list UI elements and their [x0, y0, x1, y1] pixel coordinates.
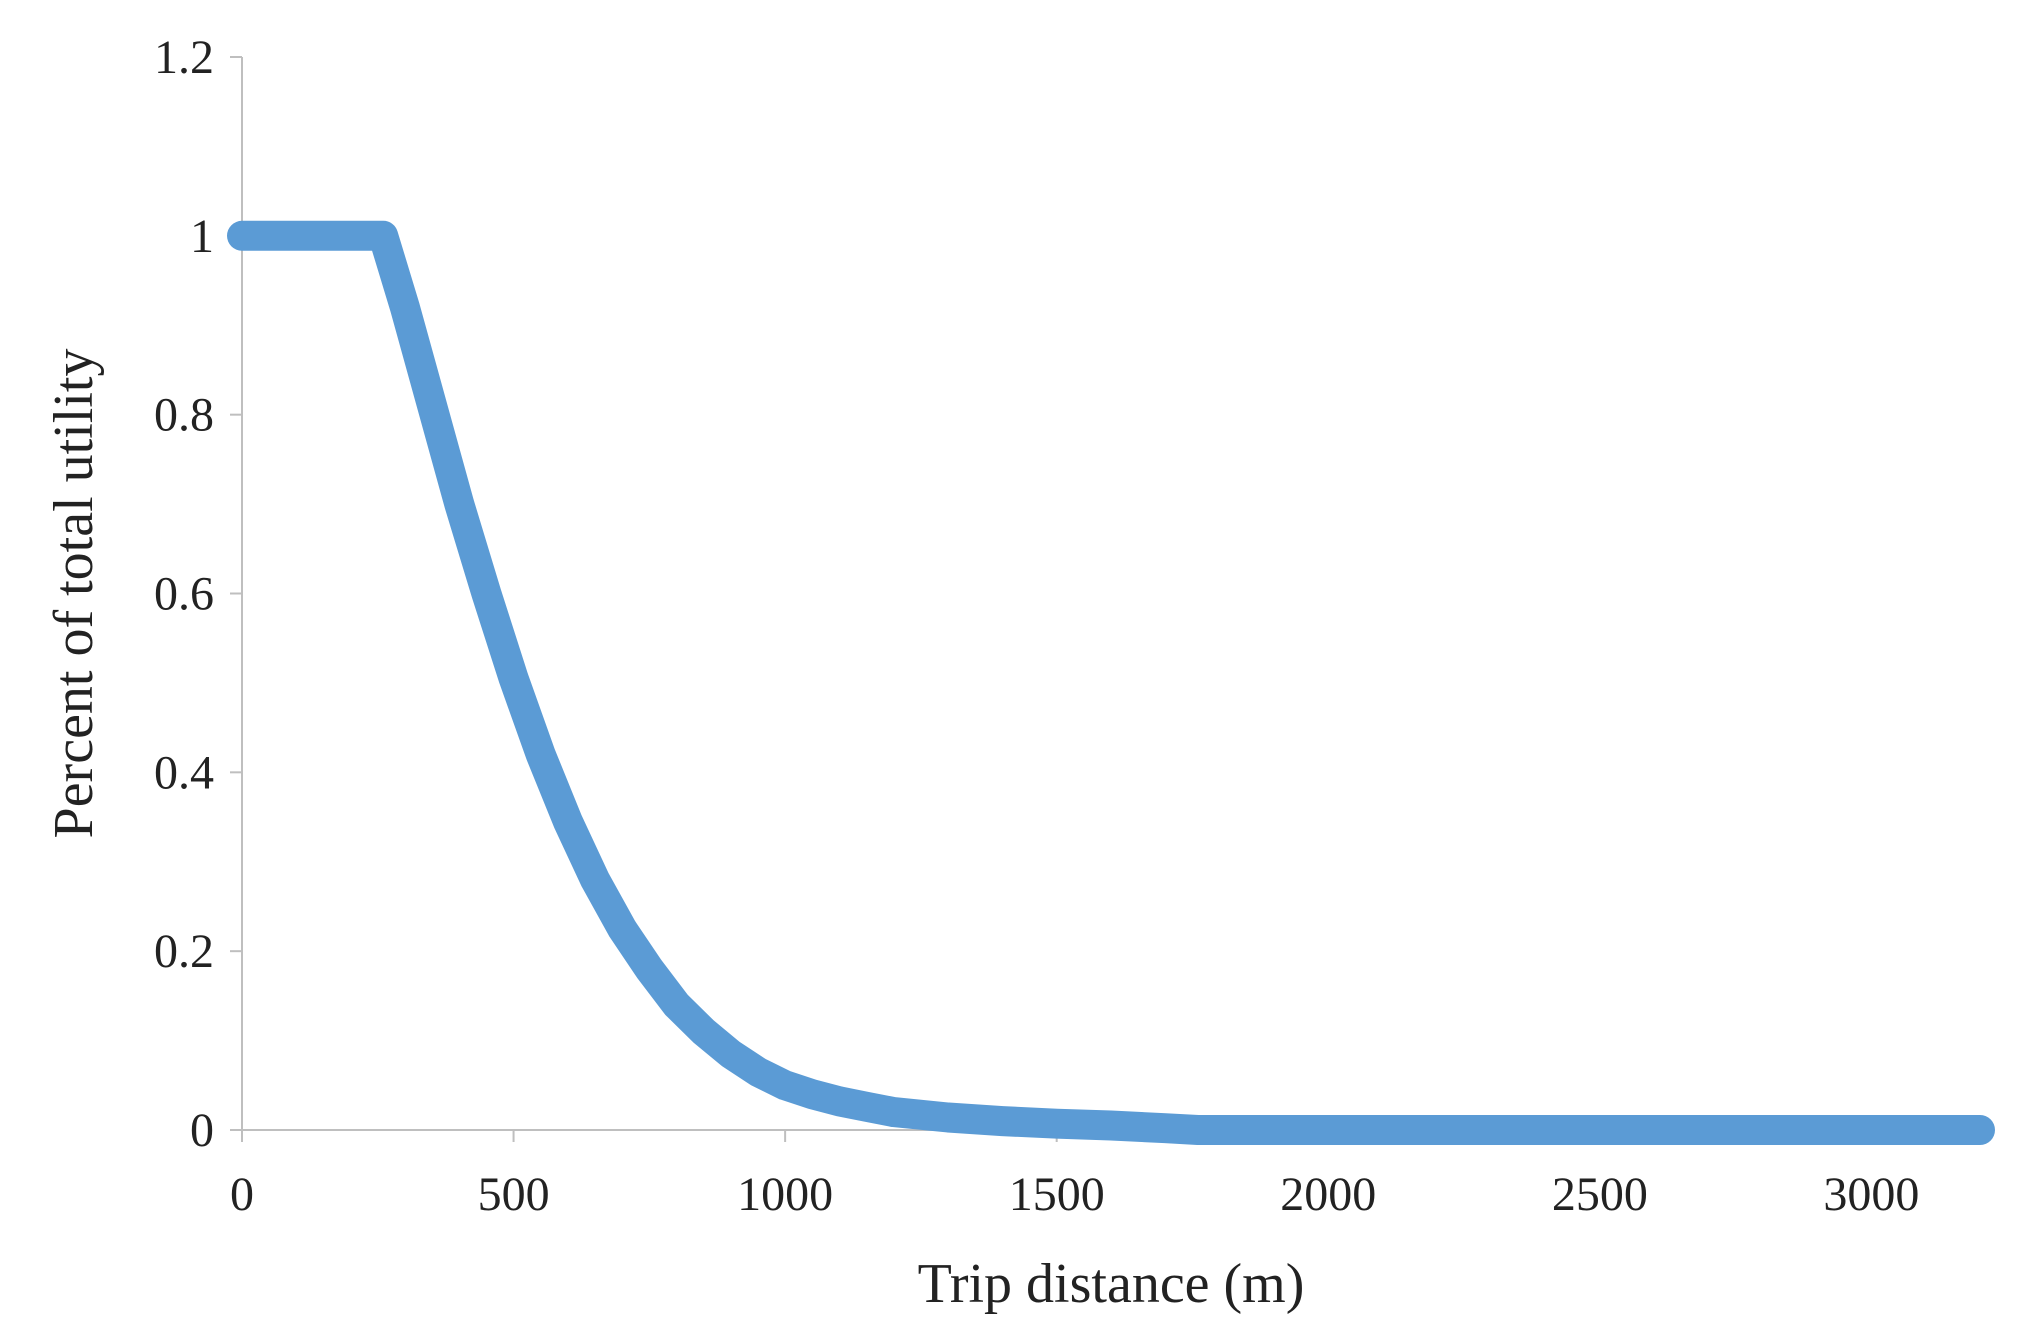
- y-tick-label: 0: [190, 1104, 214, 1157]
- x-tick-label: 500: [478, 1168, 550, 1221]
- x-axis-title: Trip distance (m): [918, 1253, 1305, 1315]
- y-tick-label: 0.4: [154, 746, 214, 799]
- x-tick-label: 2500: [1552, 1168, 1648, 1221]
- y-tick-label: 0.8: [154, 389, 214, 442]
- x-tick-label: 1000: [737, 1168, 833, 1221]
- series-group: [227, 220, 1995, 1145]
- ticks: 0 0.2 0.4 0.6 0.8 1 1.2 0 500 1000 1500 2000 2500 300…: [154, 31, 1919, 1221]
- y-tick-label: 1: [190, 210, 214, 263]
- series-line-0: [227, 220, 1995, 1145]
- x-tick-label: 0: [230, 1168, 254, 1221]
- axes: [241, 57, 1990, 1131]
- x-tick-label: 2000: [1280, 1168, 1376, 1221]
- y-tick-label: 1.2: [154, 31, 214, 84]
- y-axis-title: Percent of total utility: [43, 349, 105, 839]
- y-tick-label: 0.6: [154, 568, 214, 621]
- x-tick-label: 3000: [1823, 1168, 1919, 1221]
- y-tick-label: 0.2: [154, 925, 214, 978]
- x-tick-label: 1500: [1009, 1168, 1105, 1221]
